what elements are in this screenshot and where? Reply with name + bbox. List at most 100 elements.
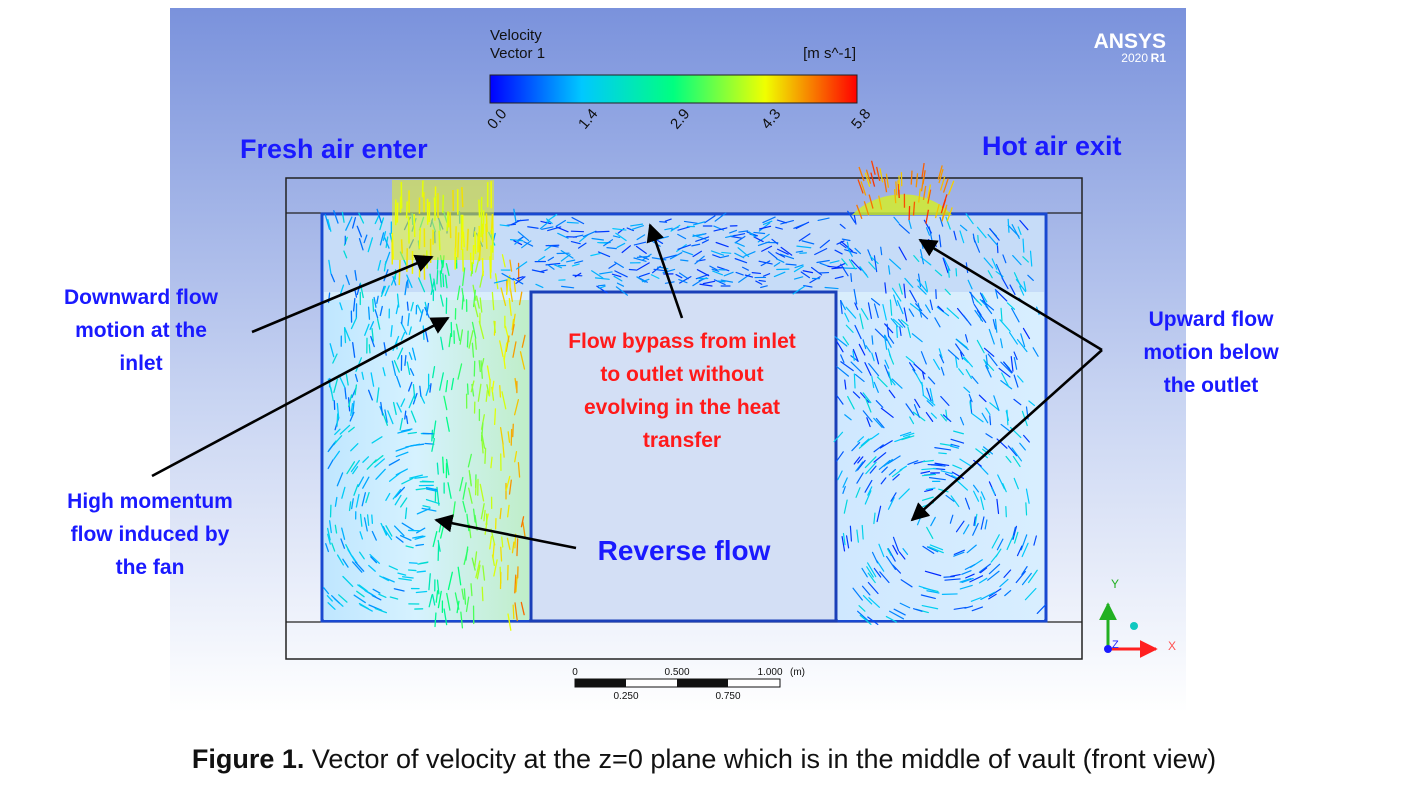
velocity-vector <box>902 547 909 556</box>
velocity-vector <box>515 276 526 285</box>
velocity-vector <box>873 381 879 393</box>
velocity-vector <box>695 236 710 242</box>
velocity-vector <box>729 235 743 239</box>
velocity-vector <box>399 417 404 431</box>
velocity-vector <box>369 321 375 331</box>
inlet-vector <box>418 227 422 249</box>
velocity-vector <box>477 383 482 402</box>
velocity-vector <box>429 383 432 393</box>
velocity-vector <box>855 487 861 498</box>
velocity-vector <box>836 341 844 353</box>
outlet-vector <box>856 204 863 220</box>
velocity-vector <box>351 555 358 564</box>
velocity-vector <box>846 241 851 253</box>
velocity-vector <box>1009 284 1016 296</box>
velocity-vector <box>345 274 350 286</box>
velocity-vector <box>983 347 995 357</box>
velocity-vector <box>1028 400 1036 407</box>
velocity-vector <box>350 459 360 473</box>
velocity-vector <box>868 597 880 608</box>
velocity-vector <box>738 230 749 233</box>
velocity-vector <box>953 549 965 556</box>
outlet-vector <box>920 177 925 192</box>
velocity-vector <box>456 600 460 614</box>
velocity-vector <box>834 249 843 255</box>
velocity-vector <box>934 462 950 467</box>
velocity-vector <box>773 261 781 267</box>
velocity-vector <box>557 232 569 239</box>
velocity-vector <box>794 264 804 269</box>
velocity-vector <box>677 244 692 250</box>
velocity-vector <box>1019 285 1025 296</box>
velocity-vector <box>412 535 424 539</box>
outlet-vector <box>915 173 919 188</box>
velocity-vector <box>743 251 756 257</box>
outlet-vector <box>941 207 947 222</box>
velocity-vector <box>570 240 581 245</box>
inlet-vector <box>438 230 441 251</box>
velocity-vector <box>843 499 848 514</box>
velocity-vector <box>334 428 341 436</box>
inlet-vector <box>457 232 460 258</box>
velocity-vector <box>842 532 846 546</box>
velocity-vector <box>857 456 864 464</box>
velocity-vector <box>760 285 768 289</box>
velocity-vector <box>333 450 341 460</box>
velocity-vector <box>842 336 850 346</box>
velocity-vector <box>981 412 989 424</box>
velocity-vector <box>1003 569 1012 578</box>
annotation-upward-line: motion below <box>1143 341 1279 364</box>
velocity-vector <box>480 422 484 442</box>
velocity-vector <box>367 306 371 320</box>
velocity-vector <box>973 303 982 316</box>
velocity-vector <box>358 238 364 251</box>
velocity-vector <box>399 534 412 541</box>
velocity-vector <box>470 380 475 393</box>
velocity-vector <box>465 546 469 561</box>
velocity-vector <box>527 226 539 229</box>
velocity-vector <box>816 259 830 264</box>
velocity-vector <box>406 301 409 311</box>
velocity-vector <box>964 334 969 343</box>
velocity-vector <box>1002 483 1007 493</box>
velocity-vector <box>425 498 440 505</box>
velocity-vector <box>471 342 475 358</box>
velocity-vector <box>574 272 582 278</box>
annotation-bypass-line: Flow bypass from inlet <box>568 330 796 353</box>
velocity-vector <box>445 380 449 393</box>
velocity-vector <box>928 546 944 554</box>
velocity-vector <box>990 486 996 495</box>
annotation-bypass-line: to outlet without <box>600 363 763 386</box>
velocity-vector <box>372 588 381 594</box>
velocity-vector <box>1013 531 1019 544</box>
velocity-vector <box>934 317 941 328</box>
velocity-vector <box>341 527 346 540</box>
velocity-vector <box>612 235 621 239</box>
velocity-vector <box>636 234 646 241</box>
velocity-vector <box>445 416 450 432</box>
velocity-vector <box>327 533 331 545</box>
outlet-vector <box>922 185 927 201</box>
velocity-vector <box>996 498 1000 515</box>
velocity-vector <box>364 323 370 336</box>
velocity-vector <box>761 245 773 252</box>
velocity-vector <box>636 262 650 271</box>
velocity-vector <box>803 284 813 288</box>
colorbar <box>489 74 858 104</box>
velocity-vector <box>680 259 689 262</box>
velocity-vector <box>971 375 979 384</box>
velocity-vector <box>997 474 1006 490</box>
outlet-vector <box>921 162 925 178</box>
velocity-vector <box>762 216 776 224</box>
velocity-vector <box>366 514 370 526</box>
velocity-vector <box>635 245 647 254</box>
velocity-vector <box>377 259 382 271</box>
velocity-vector <box>847 210 856 224</box>
velocity-vector <box>913 404 920 418</box>
velocity-vector <box>516 538 519 557</box>
scale-label: 0.500 <box>664 667 689 678</box>
velocity-vector <box>419 309 424 322</box>
inlet-vector <box>474 231 477 254</box>
annotations: Downward flow motion at the inlet Flow b… <box>64 286 1279 579</box>
velocity-vector <box>371 327 374 342</box>
